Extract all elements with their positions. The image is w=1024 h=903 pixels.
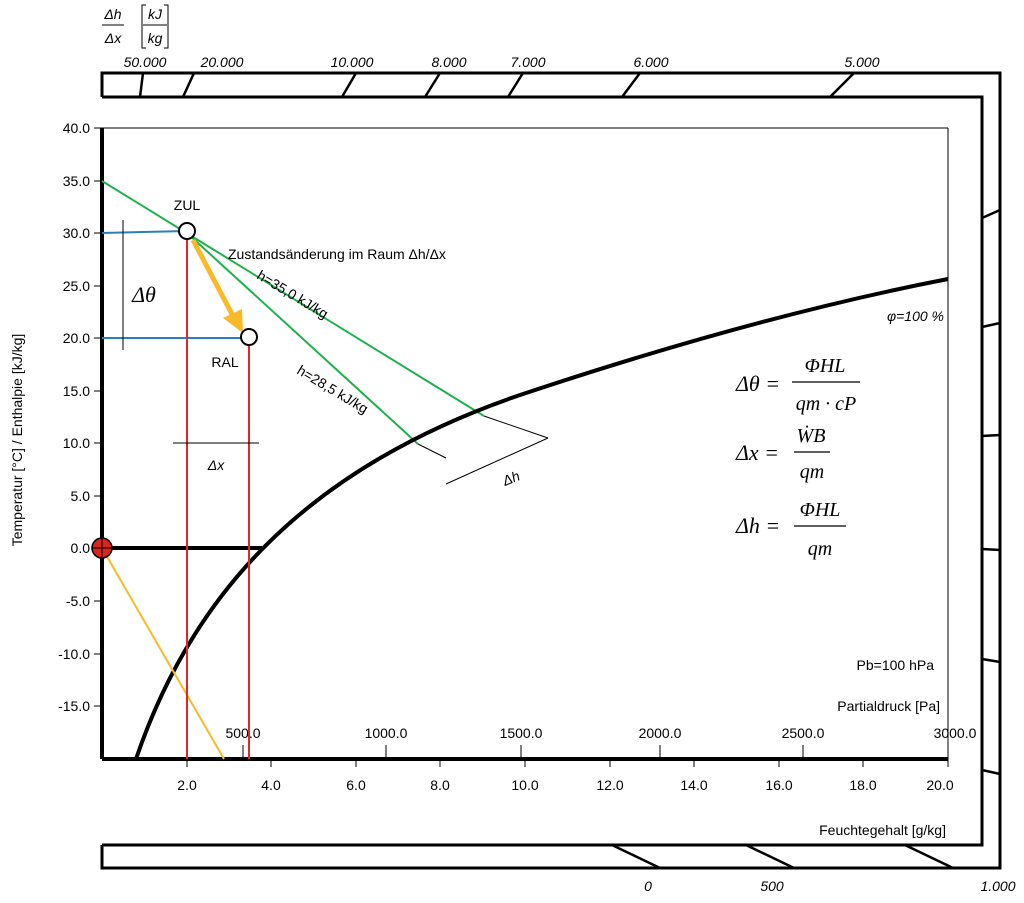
process-arrow [190,238,236,318]
partial-pressure-axis: 500.0 1000.0 1500.0 2000.0 2500.0 3000.0… [225,698,977,759]
yellow-guide-line [101,547,225,760]
y-tick-label: 5.0 [71,488,91,504]
top-tick-label: 20.000 [200,54,244,70]
pp-tick-label: 1500.0 [500,725,543,741]
x-tick-label: 6.0 [346,777,366,793]
y-tick-label: 10.0 [63,435,90,451]
formula-1-den: qm · cP [796,393,857,415]
x-axis-title: Feuchtegehalt [g/kg] [819,822,946,838]
top-tick-label: 50.000 [124,54,167,70]
y-tick-label: 20.0 [63,330,90,346]
delta-h-label: Δh [499,467,522,489]
y-tick-label: 35.0 [63,173,90,189]
pp-tick-label: 1000.0 [365,725,408,741]
enthalpy-line-28-5 [186,232,419,445]
pp-tick-label: 500.0 [225,725,260,741]
pp-tick-label: 2000.0 [639,725,682,741]
right-scale-ticks [981,208,1001,776]
y-axis-title: Temperatur [°C] / Enthalpie [kJ/kg] [9,334,25,547]
pp-tick-label: 2500.0 [782,725,825,741]
formula-3-lhs: Δh = [735,513,780,538]
formula-2-den: qm [800,461,824,483]
top-scale-label-den: Δx [104,30,122,46]
bottom-tick-label: 500 [760,878,784,894]
process-arrow-head [223,309,243,333]
top-tick-label: 8.000 [431,54,466,70]
top-scale-label-num: Δh [103,6,121,22]
x-tick-label: 16.0 [765,777,792,793]
top-scale-unit-num: kJ [148,6,163,22]
x-axis-ticks: 2.0 4.0 6.0 8.0 10.0 12.0 14.0 16.0 18.0… [177,759,954,793]
x-tick-label: 18.0 [849,777,876,793]
y-tick-label: -15.0 [58,698,90,714]
y-tick-label: 40.0 [63,120,90,136]
y-tick-label: 30.0 [63,225,90,241]
top-tick-label: 6.000 [633,54,668,70]
pp-axis-title: Partialdruck [Pa] [837,698,940,714]
y-axis-ticks: 40.0 35.0 30.0 25.0 20.0 15.0 10.0 5.0 0… [58,120,102,714]
y-tick-label: 15.0 [63,383,90,399]
iso-temp-zul [101,230,188,234]
bottom-tick-label: 0 [644,878,652,894]
top-tick-label: 7.000 [510,54,545,70]
saturation-label: φ=100 % [887,308,944,324]
y-tick-label: 0.0 [71,540,91,556]
enthalpy-label-35: h=35,0 kJ/kg [254,267,331,322]
formula-2-num: ẆB [797,424,826,447]
formula-1-lhs: Δθ = [735,371,780,396]
formula-delta-x: Δx = ẆB qm [735,424,830,483]
formula-1-num: ΦHL [805,355,846,377]
bottom-tick-label: 1.000 [980,878,1015,894]
y-tick-label: -10.0 [58,646,90,662]
x-tick-label: 12.0 [596,777,623,793]
top-scale-unit: Δh Δx kJ kg [102,4,169,49]
x-tick-label: 8.0 [430,777,450,793]
zul-label: ZUL [174,197,201,213]
formula-2-lhs: Δx = [735,440,779,465]
top-scale-labels: 50.000 20.000 10.000 8.000 7.000 6.000 5… [124,54,880,70]
top-tick-label: 5.000 [844,54,879,70]
process-label: Zustandsänderung im Raum Δh/Δx [228,246,446,262]
y-tick-label: 25.0 [63,278,90,294]
top-scale-unit-den: kg [148,30,163,46]
ral-label: RAL [211,354,238,370]
pressure-label: Pb=100 hPa [857,657,935,673]
enthalpy-line-35 [101,180,485,417]
bottom-scale-labels: 0 500 1.000 [644,878,1016,894]
x-tick-label: 20.0 [926,777,953,793]
x-tick-label: 10.0 [511,777,538,793]
state-point-ral [240,328,258,346]
y-tick-label: -5.0 [66,593,90,609]
formula-delta-theta: Δθ = ΦHL qm · cP [735,355,860,415]
top-tick-label: 10.000 [331,54,374,70]
top-scale-ticks [138,72,855,98]
x-tick-label: 2.0 [177,777,197,793]
formula-3-den: qm [808,538,832,560]
frame [100,71,1002,870]
state-point-zul [178,222,196,240]
formula-3-num: ΦHL [800,499,841,521]
saturation-curve [134,277,949,760]
x-tick-label: 14.0 [680,777,707,793]
delta-x-label: Δx [207,457,225,473]
delta-h-dimension [417,415,549,485]
x-tick-label: 4.0 [261,777,281,793]
delta-theta-label: Δθ [131,282,156,307]
bottom-scale-ticks [611,843,954,870]
pp-tick-label: 3000.0 [934,725,977,741]
formula-delta-h: Δh = ΦHL qm [735,499,846,560]
enthalpy-label-28-5: h=28,5 kJ/kg [294,362,371,417]
